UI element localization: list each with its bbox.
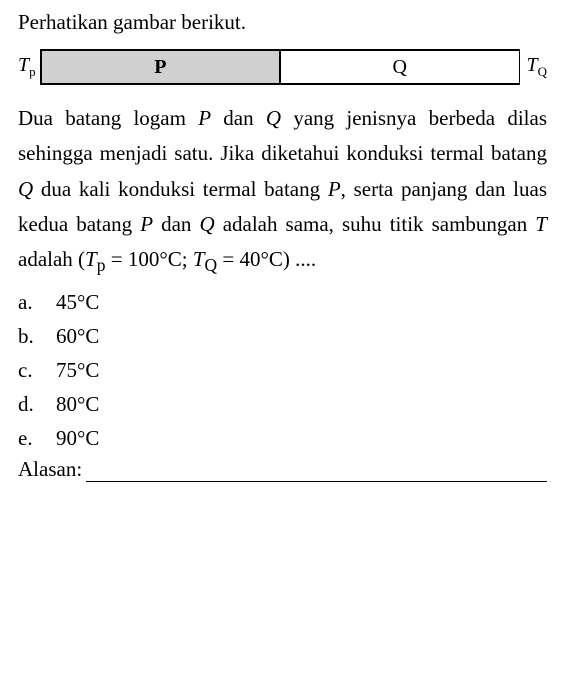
label-tp-sub: p: [29, 64, 36, 79]
bar-p: P: [42, 51, 281, 83]
label-tp: Tp: [18, 54, 36, 80]
option-letter: a.: [18, 285, 56, 319]
intro-text: Perhatikan gambar berikut.: [18, 10, 547, 35]
option-letter: c.: [18, 353, 56, 387]
label-tp-var: T: [18, 54, 29, 76]
option-c: c. 75°C: [18, 353, 547, 387]
bar-diagram: Tp P Q TQ: [18, 49, 547, 85]
option-e: e. 90°C: [18, 421, 547, 455]
option-b: b. 60°C: [18, 319, 547, 353]
option-value: 60°C: [56, 319, 99, 353]
option-value: 90°C: [56, 421, 99, 455]
alasan-row: Alasan:: [18, 457, 547, 482]
label-tq-sub: Q: [538, 64, 547, 79]
alasan-line: [86, 462, 547, 482]
options-list: a. 45°C b. 60°C c. 75°C d. 80°C e. 90°C: [18, 285, 547, 455]
option-value: 45°C: [56, 285, 99, 319]
option-value: 75°C: [56, 353, 99, 387]
question-body: Dua batang logam P dan Q yang jenisnya b…: [18, 101, 547, 281]
option-letter: b.: [18, 319, 56, 353]
option-a: a. 45°C: [18, 285, 547, 319]
label-tq-var: T: [526, 54, 537, 76]
label-tq: TQ: [526, 54, 547, 80]
bar-container: P Q: [40, 49, 521, 85]
option-d: d. 80°C: [18, 387, 547, 421]
option-value: 80°C: [56, 387, 99, 421]
option-letter: e.: [18, 421, 56, 455]
alasan-label: Alasan:: [18, 457, 82, 482]
bar-q: Q: [281, 51, 518, 83]
option-letter: d.: [18, 387, 56, 421]
